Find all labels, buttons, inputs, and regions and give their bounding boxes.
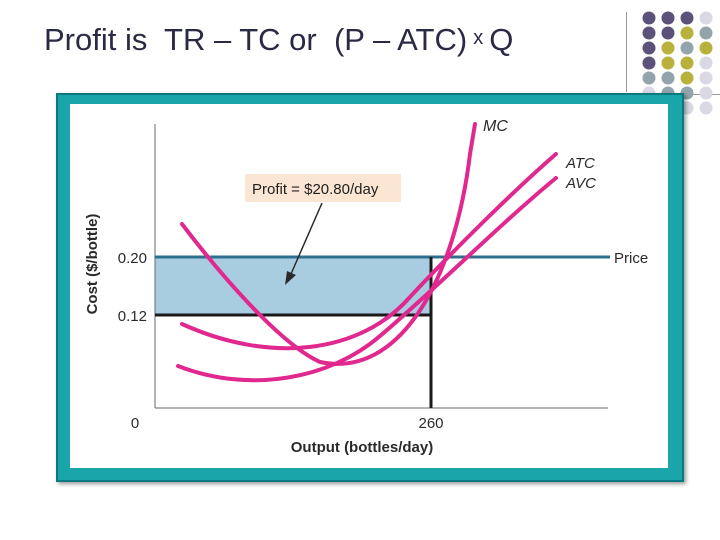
- decorative-dot: [680, 11, 694, 25]
- title-text-q: Q: [489, 22, 514, 57]
- decorative-dot: [642, 71, 656, 85]
- mc-curve: [180, 122, 477, 366]
- decorative-dot: [661, 26, 675, 40]
- decorative-dot: [699, 71, 713, 85]
- y-axis-label: Cost ($/bottle): [84, 214, 101, 315]
- avc-curve: [176, 176, 558, 383]
- profit-area: [155, 257, 431, 315]
- atc-curve: [180, 152, 558, 351]
- y-tick-label: 0.20: [118, 250, 147, 267]
- decorative-dot: [680, 71, 694, 85]
- decorative-dot: [680, 41, 694, 55]
- cost-chart: Profit = $20.80/day MC ATC AVC Price 0.2…: [84, 118, 648, 456]
- decorative-dot: [661, 11, 675, 25]
- avc-label: AVC: [565, 175, 596, 192]
- x-axis-label: Output (bottles/day): [291, 439, 434, 456]
- decorative-dot: [699, 56, 713, 70]
- decorative-dot: [699, 11, 713, 25]
- decorative-dot: [661, 71, 675, 85]
- chart-panel: Profit = $20.80/day MC ATC AVC Price 0.2…: [70, 104, 668, 468]
- decorative-vertical-rule: [626, 12, 627, 92]
- price-label: Price: [614, 250, 648, 267]
- decorative-dot: [642, 41, 656, 55]
- decorative-dot: [699, 41, 713, 55]
- annotation-arrowhead: [285, 271, 296, 285]
- decorative-dot: [699, 86, 713, 100]
- atc-label: ATC: [565, 155, 595, 172]
- mc-label: MC: [483, 118, 508, 135]
- decorative-dot: [680, 26, 694, 40]
- profit-annotation: Profit = $20.80/day: [252, 181, 379, 198]
- decorative-dot: [699, 101, 713, 115]
- decorative-dot: [699, 26, 713, 40]
- x-tick-label: 260: [418, 415, 443, 432]
- annotation-arrow: [290, 202, 323, 275]
- y-tick-label: 0.12: [118, 308, 147, 325]
- decorative-dot: [661, 41, 675, 55]
- decorative-dot: [680, 56, 694, 70]
- title-times-sign: x: [473, 27, 484, 49]
- x-tick-label: 0: [131, 415, 139, 432]
- decorative-dot: [642, 11, 656, 25]
- decorative-dot: [642, 26, 656, 40]
- slide-title: Profit is TR – TC or (P – ATC) x Q: [44, 22, 513, 58]
- decorative-dot-grid: [642, 11, 713, 115]
- decorative-dot: [661, 56, 675, 70]
- decorative-dot: [642, 56, 656, 70]
- profit-annotation-box: [245, 174, 401, 202]
- title-text-main: Profit is TR – TC or (P – ATC): [44, 22, 468, 57]
